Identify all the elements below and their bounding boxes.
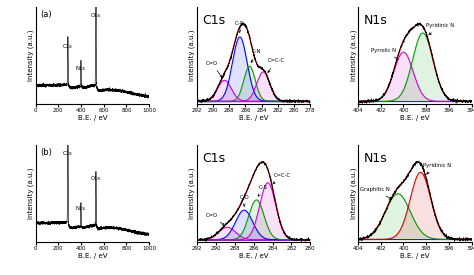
X-axis label: B.E. / eV: B.E. / eV	[239, 252, 268, 258]
Y-axis label: Intensity (a.u.): Intensity (a.u.)	[189, 168, 195, 219]
X-axis label: B.E. / eV: B.E. / eV	[78, 115, 107, 121]
X-axis label: B.E. / eV: B.E. / eV	[400, 115, 429, 121]
Text: O1s: O1s	[91, 176, 100, 181]
Text: Pyridinic N: Pyridinic N	[426, 23, 454, 35]
X-axis label: B.E. / eV: B.E. / eV	[400, 252, 429, 258]
Text: C-N: C-N	[251, 50, 262, 62]
Y-axis label: Intensity (a.u.): Intensity (a.u.)	[350, 168, 356, 219]
Text: Pyrrolic N: Pyrrolic N	[371, 48, 398, 59]
Text: C=C-C: C=C-C	[268, 59, 285, 73]
Text: C1s: C1s	[202, 14, 226, 27]
Text: O1s: O1s	[91, 13, 100, 18]
Text: Graphitic N: Graphitic N	[360, 187, 392, 199]
Text: C=C-C: C=C-C	[273, 173, 291, 184]
Text: (a): (a)	[40, 10, 52, 19]
Y-axis label: Intensity (a.u.): Intensity (a.u.)	[189, 30, 195, 81]
Text: N1s: N1s	[364, 152, 388, 165]
Y-axis label: Intensity (a.u.): Intensity (a.u.)	[27, 168, 34, 219]
Text: N1s: N1s	[76, 66, 86, 72]
X-axis label: B.E. / eV: B.E. / eV	[78, 252, 107, 258]
Text: C-O: C-O	[235, 21, 245, 32]
Text: C=O: C=O	[206, 213, 224, 226]
Text: (b): (b)	[40, 148, 52, 157]
Text: Pyridinic N: Pyridinic N	[423, 163, 452, 174]
Text: C-O: C-O	[239, 196, 249, 206]
Text: N1s: N1s	[76, 206, 86, 211]
Text: C1s: C1s	[202, 152, 226, 165]
Text: C1s: C1s	[63, 151, 73, 156]
Y-axis label: Intensity (a.u.): Intensity (a.u.)	[350, 30, 356, 81]
Text: N1s: N1s	[364, 14, 388, 27]
Text: C-S: C-S	[258, 185, 267, 196]
Text: C1s: C1s	[63, 44, 73, 49]
Text: C=O: C=O	[205, 60, 222, 78]
Y-axis label: Intensity (a.u.): Intensity (a.u.)	[27, 30, 34, 81]
X-axis label: B.E. / eV: B.E. / eV	[239, 115, 268, 121]
